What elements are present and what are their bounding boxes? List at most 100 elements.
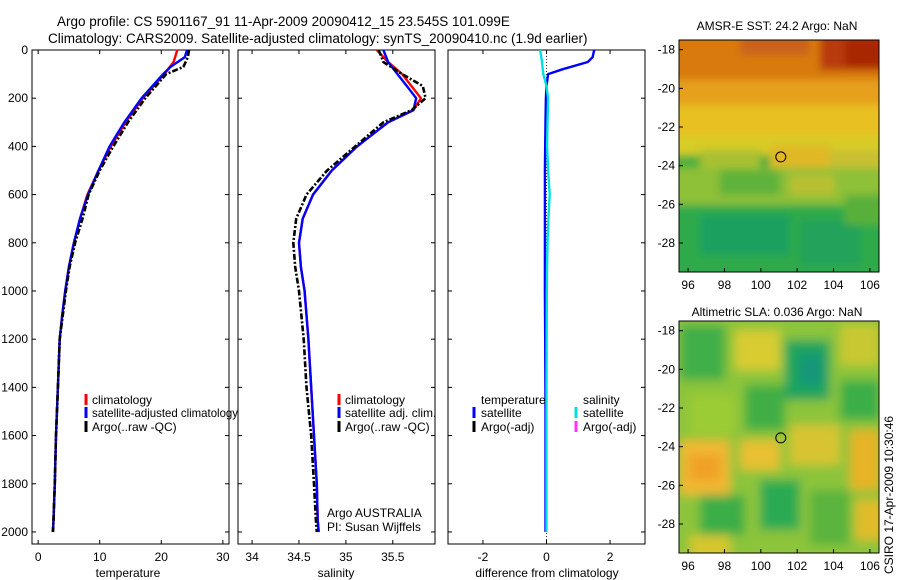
salinity-y-axis (238, 49, 435, 533)
salinity-series-2 (291, 49, 427, 533)
salinity-xtick-label: 35.5 (381, 550, 405, 564)
sla-map-xtick-label: 102 (787, 559, 807, 573)
temperature-ytick-label: 0 (21, 43, 28, 57)
sst-heatmap (679, 40, 879, 272)
sla-argo-location-marker (775, 432, 787, 444)
sla-map-ytick-label: -18 (658, 324, 676, 338)
temperature-ytick-label: 800 (8, 236, 28, 250)
difference-xlabel: difference from climatology (475, 566, 618, 580)
temperature-panel: 0 200 400 600 800 1000 1200 1400 1600 1800 2000 0 1… (1, 43, 238, 580)
salinity-xtick-label: 35 (339, 550, 353, 564)
difference-xtick-label: 0 (543, 550, 550, 564)
temperature-ytick-label: 1000 (1, 284, 28, 298)
temperature-ytick-label: 1400 (1, 380, 28, 394)
temperature-ytick-label: 200 (8, 91, 28, 105)
temperature-y-axis: 0 200 400 600 800 1000 1200 1400 1600 1800 2000 (1, 43, 229, 539)
diff-legend-label-sal-argo: Argo(-adj) (583, 420, 636, 434)
sst-map-xtick-label: 96 (681, 278, 695, 292)
sal-legend-label-argo: Argo(..raw -QC) (345, 420, 430, 434)
diff-legend-label-temp-satellite: satellite (481, 406, 522, 420)
temperature-ytick-label: 1600 (1, 429, 28, 443)
difference-panel: -2 0 2 difference from climatology tempera… (447, 49, 646, 580)
diff-legend-title-temperature: temperature (481, 393, 546, 407)
sst-map-xtick-label: 98 (718, 278, 732, 292)
temperature-series-1 (51, 49, 189, 533)
sst-map-ytick-label: -22 (658, 120, 676, 134)
sst-map-ytick-label: -24 (658, 159, 676, 173)
salinity-xtick-label: 34 (245, 550, 259, 564)
salinity-xlabel: salinity (318, 566, 355, 580)
temperature-ytick-label: 600 (8, 188, 28, 202)
temperature-ytick-label: 1800 (1, 477, 28, 491)
salinity-axes-box (237, 49, 436, 545)
sal-legend-label-satellite: satellite adj. clim. (345, 406, 436, 420)
temperature-x-axis: 0 10 20 30 (35, 50, 230, 564)
figure-title-line2: Climatology: CARS2009. Satellite-adjuste… (48, 31, 588, 46)
sla-map-frame (678, 320, 880, 554)
sst-map-xtick-label: 104 (824, 278, 844, 292)
sla-map-panel: Altimetric SLA: 0.036 Argo: NaN (658, 305, 881, 573)
temp-legend-label-argo: Argo(..raw -QC) (92, 420, 177, 434)
temperature-ytick-label: 2000 (1, 525, 28, 539)
sla-map-xtick-label: 104 (824, 559, 844, 573)
salinity-annotation-program: Argo AUSTRALIA (327, 506, 422, 520)
sst-argo-location-marker (775, 151, 787, 163)
salinity-x-axis: 34 34.5 35 35.5 (245, 50, 405, 564)
side-timestamp-label: CSIRO 17-Apr-2009 10:30:46 (882, 416, 896, 574)
sla-map-xtick-label: 98 (718, 559, 732, 573)
sal-legend-label-climatology: climatology (345, 393, 405, 407)
difference-series-0 (543, 49, 596, 532)
sla-map-xtick-label: 100 (751, 559, 771, 573)
temperature-xtick-label: 0 (35, 550, 42, 564)
temperature-ytick-label: 1200 (1, 332, 28, 346)
sla-map-ytick-label: -26 (658, 478, 676, 492)
sla-map-ytick-label: -20 (658, 362, 676, 376)
salinity-series-0 (297, 49, 423, 533)
temperature-axes-box (31, 49, 230, 545)
temperature-xtick-label: 30 (216, 550, 230, 564)
temperature-xtick-label: 20 (155, 550, 169, 564)
sla-map-ytick-label: -22 (658, 401, 676, 415)
sst-map-ytick-label: -28 (658, 236, 676, 250)
temperature-legend: climatology satellite-adjusted climatolo… (84, 393, 238, 434)
difference-series-1 (538, 49, 551, 532)
salinity-annotation-pi: PI: Susan Wijffels (327, 520, 421, 534)
sst-map-xtick-label: 100 (751, 278, 771, 292)
figure-title-line1: Argo profile: CS 5901167_91 11-Apr-2009 … (57, 14, 510, 29)
salinity-xtick-label: 34.5 (287, 550, 311, 564)
sst-map-panel: AMSR-E SST: 24.2 Argo: NaN (658, 19, 881, 292)
temperature-series-0 (51, 49, 179, 533)
salinity-series-1 (297, 49, 418, 533)
temperature-series (51, 49, 191, 533)
salinity-legend: climatology satellite adj. clim. Argo(..… (337, 393, 436, 434)
difference-xtick-label: 2 (607, 550, 614, 564)
temperature-xtick-label: 10 (93, 550, 107, 564)
diff-legend-title-salinity: salinity (583, 393, 620, 407)
sst-map-xtick-label: 102 (787, 278, 807, 292)
difference-series (538, 49, 596, 532)
sla-map-xtick-label: 106 (860, 559, 880, 573)
difference-y-tickmarks (448, 49, 645, 533)
sla-map-ytick-label: -28 (658, 517, 676, 531)
sst-map-ytick-label: -20 (658, 81, 676, 95)
difference-legend: temperature satellite Argo(-adj) salinit… (472, 393, 636, 434)
sst-map-xtick-label: 106 (860, 278, 880, 292)
sla-map-ytick-label: -24 (658, 440, 676, 454)
temperature-xlabel: temperature (96, 566, 161, 580)
sst-map-ytick-label: -18 (658, 43, 676, 57)
sla-map-axes: 96 98 100 102 104 106 -18 -20 -22 -24 -26 -28 (658, 324, 881, 573)
salinity-series (291, 49, 427, 533)
temperature-series-2 (51, 49, 191, 533)
temp-legend-label-satellite: satellite-adjusted climatology (92, 406, 238, 420)
difference-xtick-label: -2 (478, 550, 489, 564)
diff-legend-label-sal-satellite: satellite (583, 406, 624, 420)
sst-map-title: AMSR-E SST: 24.2 Argo: NaN (697, 19, 858, 33)
temperature-ytick-label: 400 (8, 139, 28, 153)
sla-map-title: Altimetric SLA: 0.036 Argo: NaN (692, 305, 863, 319)
sst-map-ytick-label: -26 (658, 197, 676, 211)
sst-map-axes: 96 98 100 102 104 106 -18 -20 -22 -24 -26 -28 (658, 43, 881, 292)
sla-map-xtick-label: 96 (681, 559, 695, 573)
sst-map-frame (678, 39, 880, 273)
sla-heatmap (679, 321, 879, 553)
